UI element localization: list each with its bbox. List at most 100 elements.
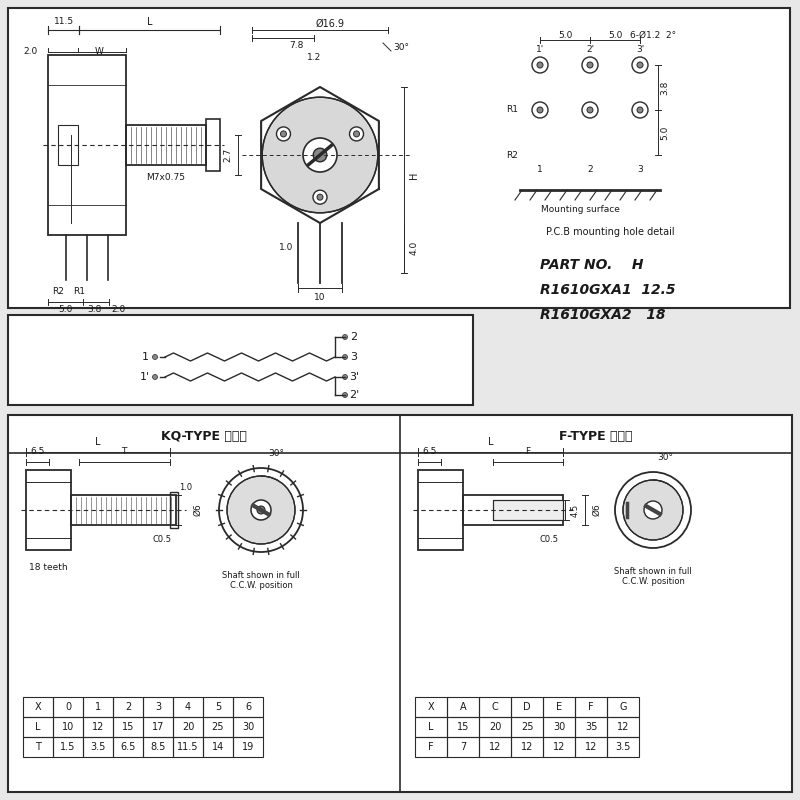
Bar [48, 55, 126, 235]
Bar [23, 697, 53, 717]
Circle shape [342, 393, 347, 398]
Text: 5.0: 5.0 [661, 126, 670, 140]
Bar [463, 495, 563, 525]
Text: 7.8: 7.8 [289, 42, 303, 50]
Bar [233, 717, 263, 737]
Circle shape [587, 107, 593, 113]
Bar [143, 737, 173, 757]
Text: T: T [121, 447, 126, 457]
Bar [113, 737, 143, 757]
Text: 1': 1' [140, 372, 150, 382]
Circle shape [153, 374, 158, 379]
Circle shape [350, 127, 363, 141]
Text: 11.5: 11.5 [54, 18, 74, 26]
Bar [113, 717, 143, 737]
Text: 1.0: 1.0 [179, 482, 193, 491]
Text: 20: 20 [489, 722, 501, 732]
Text: T: T [35, 742, 41, 752]
Bar [173, 717, 203, 737]
Text: 25: 25 [212, 722, 224, 732]
Text: 30°: 30° [393, 43, 409, 53]
Text: 10: 10 [62, 722, 74, 732]
Bar [543, 717, 575, 737]
Text: 1.2: 1.2 [307, 54, 321, 62]
Text: 5.0: 5.0 [608, 30, 622, 39]
Text: Ø6: Ø6 [194, 504, 202, 516]
Text: 17: 17 [152, 722, 164, 732]
Text: R1: R1 [506, 106, 518, 114]
Bar [23, 717, 53, 737]
Text: 3': 3' [636, 46, 644, 54]
Text: 19: 19 [242, 742, 254, 752]
Circle shape [532, 57, 548, 73]
Text: X: X [428, 702, 434, 712]
Bar [8, 315, 473, 405]
Bar [607, 697, 639, 717]
Text: 30: 30 [553, 722, 565, 732]
Bar [206, 119, 220, 171]
Bar [8, 8, 790, 308]
Circle shape [317, 194, 323, 200]
Text: C.C.W. position: C.C.W. position [622, 578, 685, 586]
Bar [143, 717, 173, 737]
Text: 3.5: 3.5 [90, 742, 106, 752]
Text: G: G [619, 702, 626, 712]
Circle shape [582, 57, 598, 73]
Text: 1': 1' [536, 46, 544, 54]
Circle shape [637, 107, 643, 113]
Text: W: W [94, 47, 103, 57]
Text: 30: 30 [242, 722, 254, 732]
Text: L: L [428, 722, 434, 732]
Text: D: D [523, 702, 531, 712]
Text: 10: 10 [314, 294, 326, 302]
Circle shape [342, 334, 347, 339]
Bar [170, 492, 178, 528]
Text: 5: 5 [215, 702, 221, 712]
Circle shape [342, 354, 347, 359]
Circle shape [227, 476, 295, 544]
Text: PART NO.    H: PART NO. H [540, 258, 643, 272]
Text: 3.8: 3.8 [88, 306, 102, 314]
Text: 2: 2 [350, 332, 358, 342]
Text: 2: 2 [125, 702, 131, 712]
Circle shape [632, 102, 648, 118]
Circle shape [632, 57, 648, 73]
Text: L: L [35, 722, 41, 732]
Bar [173, 697, 203, 717]
Bar [143, 697, 173, 717]
Circle shape [537, 107, 543, 113]
Bar [511, 737, 543, 757]
Text: 8.5: 8.5 [150, 742, 166, 752]
Text: 3.5: 3.5 [615, 742, 630, 752]
Text: 20: 20 [182, 722, 194, 732]
Bar [173, 737, 203, 757]
Text: Mounting surface: Mounting surface [541, 206, 619, 214]
Text: 12: 12 [489, 742, 501, 752]
Bar [71, 495, 176, 525]
Circle shape [314, 148, 327, 162]
Circle shape [281, 131, 286, 137]
Bar [203, 737, 233, 757]
Bar [83, 717, 113, 737]
Text: F: F [588, 702, 594, 712]
Bar [58, 125, 78, 165]
Bar [493, 500, 563, 520]
Text: 2': 2' [349, 390, 359, 400]
Circle shape [587, 62, 593, 68]
Text: R1610GXA2   18: R1610GXA2 18 [540, 308, 666, 322]
Text: 1.5: 1.5 [60, 742, 76, 752]
Text: 6: 6 [245, 702, 251, 712]
Text: L: L [95, 437, 101, 447]
Text: 3: 3 [155, 702, 161, 712]
Text: C.C.W. position: C.C.W. position [230, 582, 293, 590]
Bar [415, 737, 447, 757]
Text: A: A [460, 702, 466, 712]
Text: 30°: 30° [268, 450, 284, 458]
Text: 4.5: 4.5 [570, 503, 579, 517]
Text: Shaft shown in full: Shaft shown in full [222, 571, 300, 581]
Text: 6-Ø1.2  2°: 6-Ø1.2 2° [630, 30, 676, 39]
Text: 12: 12 [553, 742, 565, 752]
Text: L: L [488, 437, 494, 447]
Bar [203, 697, 233, 717]
Text: 7: 7 [460, 742, 466, 752]
